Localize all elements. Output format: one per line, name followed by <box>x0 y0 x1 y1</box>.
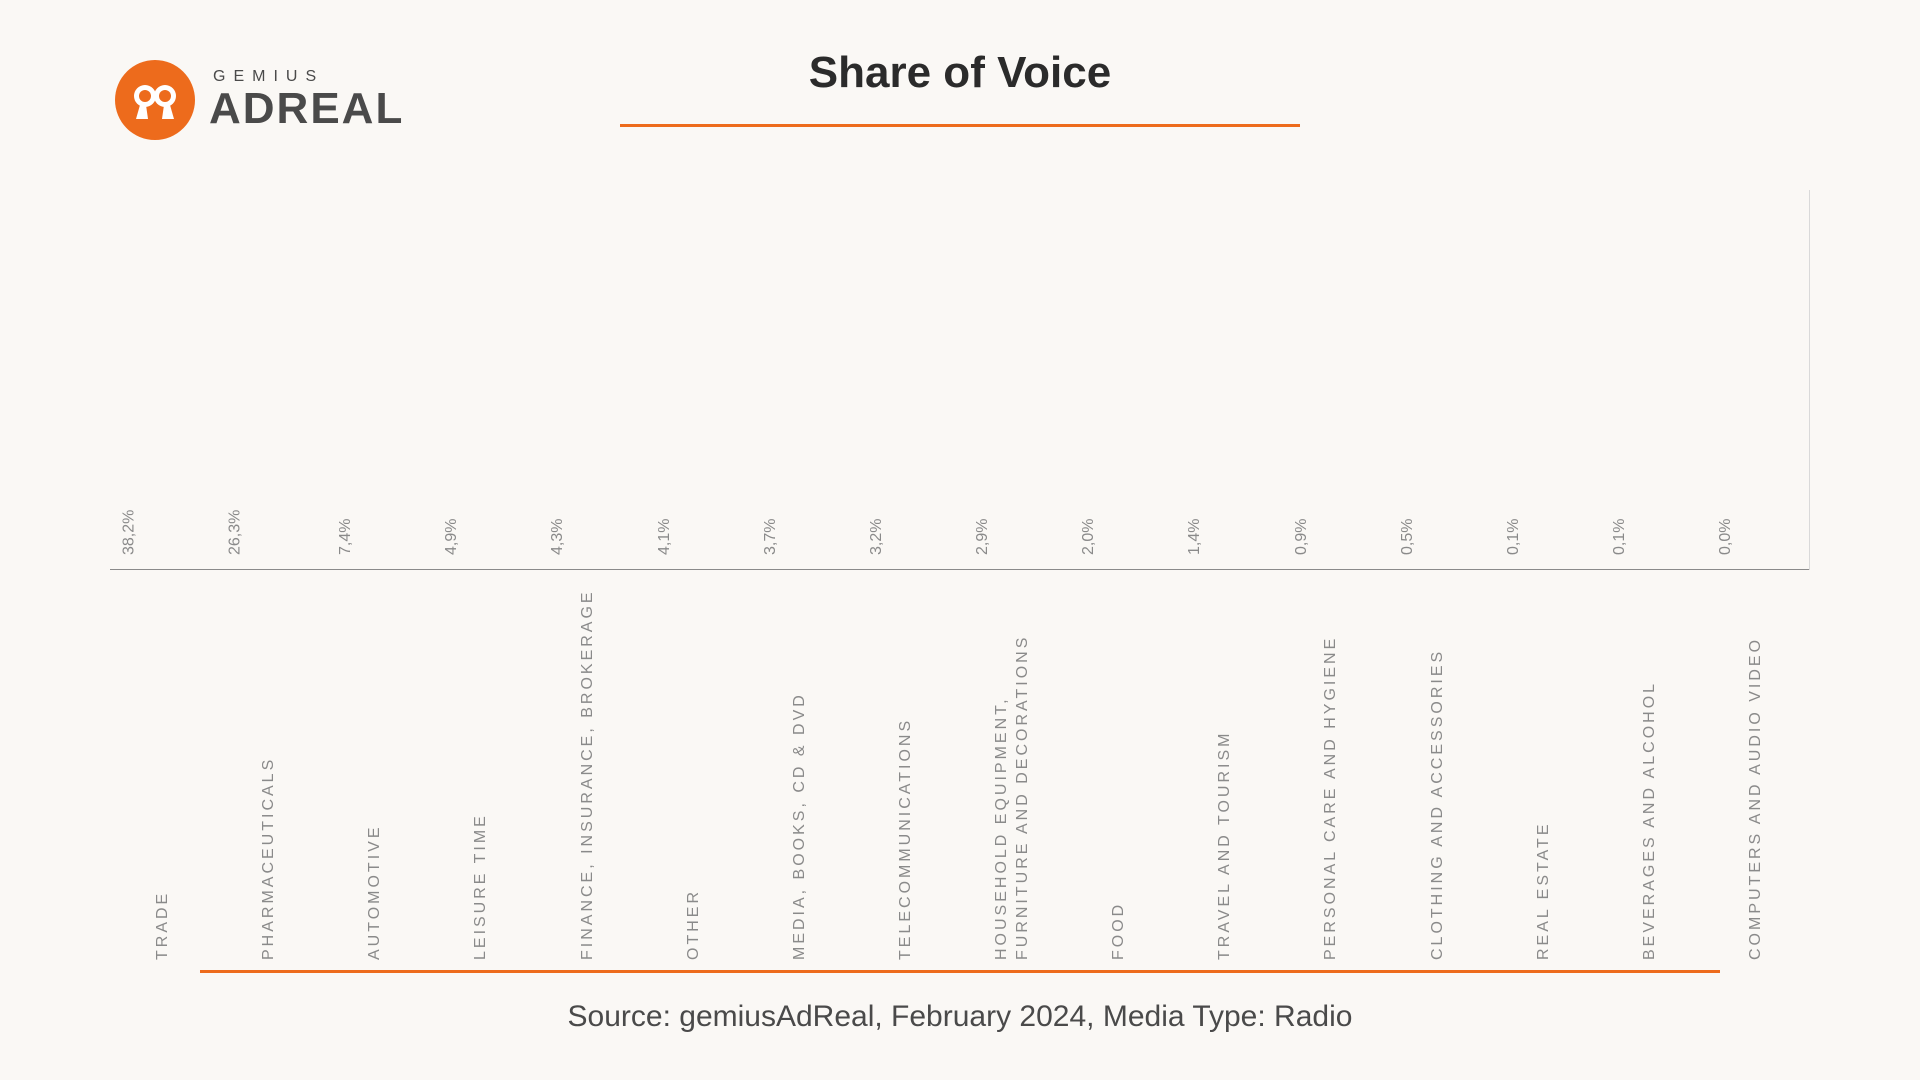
title-underline <box>620 124 1300 127</box>
category-label: FOOD <box>1066 580 1172 960</box>
category-label: COMPUTERS AND AUDIO VIDEO <box>1704 580 1810 960</box>
bar-value-label: 0,1% <box>1505 519 1523 561</box>
chart-plot-area: 38,2% 26,3% 7,4% 4,9% 4,3% 4,1% 3,7% 3,2% 2,9% 2,… <box>110 190 1809 570</box>
category-label: TELECOMMUNICATIONS <box>854 580 960 960</box>
bar-value-label: 7,4% <box>337 519 355 561</box>
bar-value-label: 2,9% <box>974 519 992 561</box>
category-label: MEDIA, BOOKS, CD & DVD <box>748 580 854 960</box>
bar-value-label: 38,2% <box>120 510 138 561</box>
bar-value-label: 1,4% <box>1186 519 1204 561</box>
bar-value-label: 0,0% <box>1717 519 1735 561</box>
x-axis <box>110 569 1809 570</box>
bar-value-label: 2,0% <box>1080 519 1098 561</box>
source-text: Source: gemiusAdReal, February 2024, Med… <box>0 1000 1920 1034</box>
chart-title: Share of Voice <box>0 48 1920 98</box>
bar-value-label: 3,2% <box>868 519 886 561</box>
bar-value-label: 3,7% <box>761 519 779 561</box>
bar-value-label: 26,3% <box>226 510 244 561</box>
category-label: LEISURE TIME <box>429 580 535 960</box>
bar-value-label: 4,1% <box>655 519 673 561</box>
bar-value-label: 4,9% <box>443 519 461 561</box>
bar-value-label: 0,5% <box>1399 519 1417 561</box>
category-label: PHARMACEUTICALS <box>216 580 322 960</box>
category-label: FINANCE, INSURANCE, BROKERAGE <box>535 580 641 960</box>
category-label: AUTOMOTIVE <box>323 580 429 960</box>
bottom-rule <box>200 970 1720 973</box>
category-label: BEVERAGES AND ALCOHOL <box>1598 580 1704 960</box>
category-label: TRADE <box>110 580 216 960</box>
category-label: TRAVEL AND TOURISM <box>1173 580 1279 960</box>
bar-chart: 38,2% 26,3% 7,4% 4,9% 4,3% 4,1% 3,7% 3,2% 2,9% 2,… <box>110 190 1810 570</box>
category-label: PERSONAL CARE AND HYGIENE <box>1279 580 1385 960</box>
category-label: CLOTHING AND ACCESSORIES <box>1385 580 1491 960</box>
bar-value-label: 0,1% <box>1611 519 1629 561</box>
bar-value-label: 4,3% <box>549 519 567 561</box>
bar-value-label: 0,9% <box>1292 519 1310 561</box>
category-label: HOUSEHOLD EQUIPMENT, FURNITURE AND DECOR… <box>960 580 1066 960</box>
category-labels: TRADEPHARMACEUTICALSAUTOMOTIVELEISURE TI… <box>110 580 1810 960</box>
category-label: REAL ESTATE <box>1491 580 1597 960</box>
category-label: OTHER <box>641 580 747 960</box>
